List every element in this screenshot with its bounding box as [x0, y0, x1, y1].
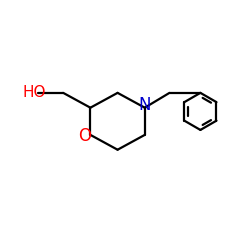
Text: HO: HO — [22, 85, 46, 100]
Text: O: O — [78, 127, 92, 145]
Text: N: N — [138, 96, 151, 114]
